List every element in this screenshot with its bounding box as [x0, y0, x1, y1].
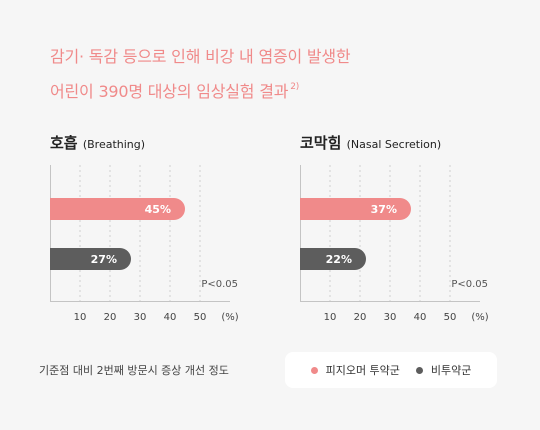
chart-title-sub: (Breathing): [82, 138, 146, 151]
x-tick-label: 40: [414, 312, 427, 323]
bar-value-label: 22%: [326, 253, 352, 266]
footnote: 기준점 대비 2번째 방문시 증상 개선 정도: [39, 364, 229, 377]
legend-item-untreated: 비투약군: [415, 362, 472, 378]
nasal-secretion-bar-chart: 37% 22% P<0.05 10 20 30 40 50 (%): [300, 165, 489, 323]
x-tick-label: 20: [104, 312, 117, 323]
headline-line-2: 어린이 390명 대상의 임상실험 결과 2): [50, 72, 350, 107]
bar-treated: [300, 198, 411, 220]
bar-treated: [50, 198, 185, 220]
chart-title-breathing: 호흡 (Breathing): [50, 132, 145, 153]
headline-line-1: 감기· 독감 등으로 인해 비강 내 염증이 발생한: [50, 47, 351, 66]
legend-swatch-untreated: [415, 366, 423, 374]
x-tick-label: 30: [134, 312, 147, 323]
x-tick-label: (%): [471, 312, 488, 323]
legend-item-treated: 피지오머 투약군: [310, 362, 400, 378]
chart-title-main: 호흡: [50, 134, 78, 152]
x-tick-label: 10: [324, 312, 337, 323]
x-tick-label: 50: [194, 312, 207, 323]
bar-value-label: 45%: [145, 203, 171, 216]
x-tick-label: 50: [444, 312, 457, 323]
x-tick-label: 10: [74, 312, 87, 323]
bar-untreated: [300, 248, 366, 270]
reference-mark: 2): [290, 82, 300, 92]
bar-value-label: 37%: [371, 203, 397, 216]
legend-label-untreated: 비투약군: [430, 364, 472, 377]
chart-title-main: 코막힘: [300, 134, 342, 152]
legend: 피지오머 투약군 비투약군: [285, 352, 497, 388]
bar-value-label: 27%: [91, 253, 117, 266]
x-tick-label: 30: [384, 312, 397, 323]
p-value-annotation: P<0.05: [451, 279, 488, 290]
breathing-bar-chart: 45% 27% P<0.05 10 20 30 40 50 (%): [50, 165, 239, 323]
p-value-annotation: P<0.05: [201, 279, 238, 290]
x-tick-label: 20: [354, 312, 367, 323]
legend-label-treated: 피지오머 투약군: [325, 364, 400, 377]
chart-title-sub: (Nasal Secretion): [346, 138, 442, 151]
x-tick-label: 40: [164, 312, 177, 323]
legend-swatch-treated: [310, 366, 318, 374]
headline-line-2-text: 어린이 390명 대상의 임상실험 결과: [50, 82, 289, 101]
headline: 감기· 독감 등으로 인해 비강 내 염증이 발생한 어린이 390명 대상의 …: [50, 42, 351, 107]
x-tick-label: (%): [221, 312, 238, 323]
chart-title-nasal: 코막힘 (Nasal Secretion): [300, 132, 441, 153]
bar-untreated: [50, 248, 131, 270]
